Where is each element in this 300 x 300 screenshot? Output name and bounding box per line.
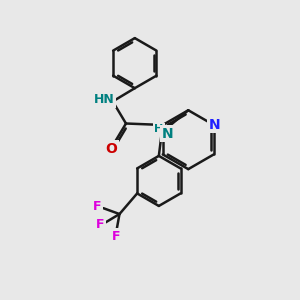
Text: F: F — [93, 200, 102, 213]
Text: HN: HN — [94, 93, 115, 106]
Text: N: N — [208, 118, 220, 132]
Text: F: F — [96, 218, 105, 231]
Text: H: H — [154, 124, 164, 134]
Text: F: F — [112, 230, 121, 243]
Text: O: O — [105, 142, 117, 155]
Text: N: N — [162, 127, 173, 141]
